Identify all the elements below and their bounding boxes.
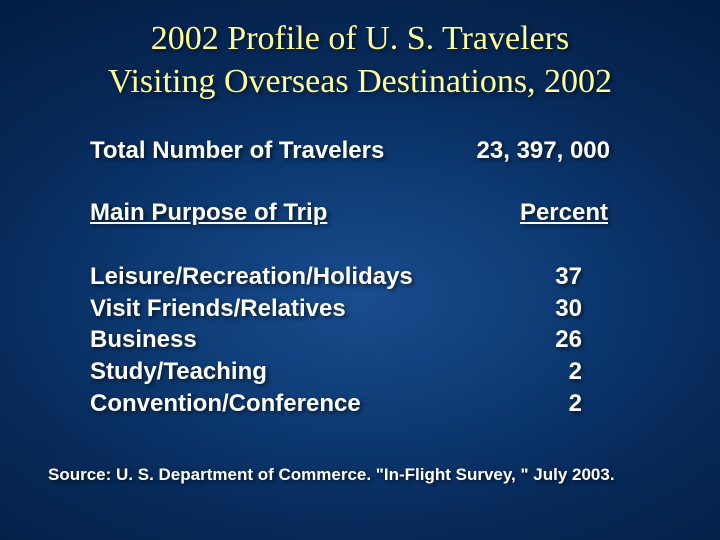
total-travelers-label: Total Number of Travelers [90,137,384,165]
purpose-label: Convention/Conference [90,388,361,420]
purpose-label: Study/Teaching [90,356,267,388]
purpose-percent: 26 [502,324,644,356]
source-citation: Source: U. S. Department of Commerce. "I… [40,465,680,485]
table-header-row: Main Purpose of Trip Percent [90,199,644,227]
purpose-percent: 37 [502,261,644,293]
purpose-label: Visit Friends/Relatives [90,293,346,325]
purpose-label: Business [90,324,197,356]
title-line-2: Visiting Overseas Destinations, 2002 [108,63,612,100]
table-row: Leisure/Recreation/Holidays 37 [90,261,644,293]
slide-title: 2002 Profile of U. S. Travelers Visiting… [40,18,680,103]
table-header-percent: Percent [520,199,644,227]
table-header-label: Main Purpose of Trip [90,199,327,227]
table-body: Leisure/Recreation/Holidays 37 Visit Fri… [90,261,644,419]
table-row: Business 26 [90,324,644,356]
purpose-percent: 30 [502,293,644,325]
slide-container: 2002 Profile of U. S. Travelers Visiting… [0,0,720,540]
slide-content: Total Number of Travelers 23, 397, 000 M… [40,137,680,419]
purpose-percent: 2 [502,356,644,388]
purpose-label: Leisure/Recreation/Holidays [90,261,413,293]
purpose-percent: 2 [502,388,644,420]
total-travelers-row: Total Number of Travelers 23, 397, 000 [90,137,644,165]
table-row: Convention/Conference 2 [90,388,644,420]
title-line-1: 2002 Profile of U. S. Travelers [151,20,569,57]
table-row: Study/Teaching 2 [90,356,644,388]
total-travelers-value: 23, 397, 000 [477,137,644,165]
table-row: Visit Friends/Relatives 30 [90,293,644,325]
